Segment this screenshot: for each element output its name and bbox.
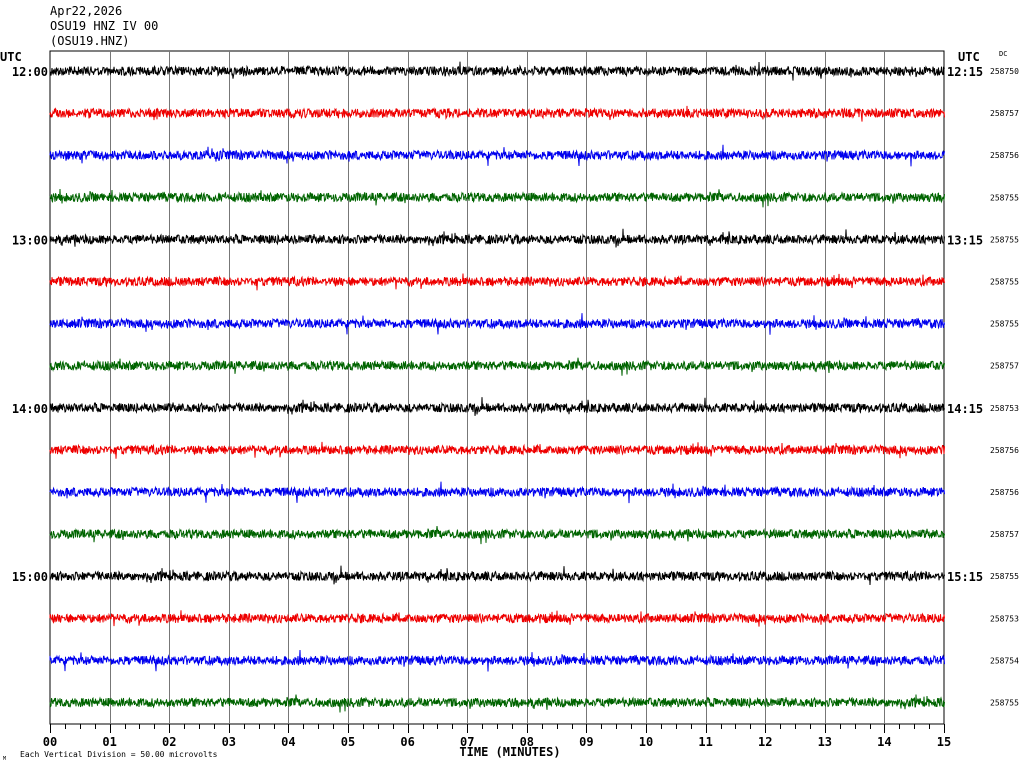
seismic-trace (49, 610, 945, 627)
seismic-trace (49, 313, 945, 335)
dc-value-label: 258755 (990, 193, 1019, 202)
x-tick-label: 13 (818, 735, 832, 749)
scale-footnote: Each Vertical Division = 50.00 microvolt… (20, 750, 218, 759)
left-time-label: 14:00 (12, 402, 48, 416)
dc-value-label: 258755 (990, 572, 1019, 581)
dc-value-label: 258753 (990, 404, 1019, 413)
x-tick-label: 08 (520, 735, 534, 749)
x-tick-label: 06 (400, 735, 414, 749)
dc-value-label: 258755 (990, 320, 1019, 329)
dc-value-label: 258756 (990, 151, 1019, 160)
seismic-trace (49, 357, 945, 376)
dc-value-label: 258757 (990, 362, 1019, 371)
left-time-label: 15:00 (12, 570, 48, 584)
seismic-trace (49, 649, 945, 672)
x-axis-title: TIME (MINUTES) (459, 745, 560, 759)
right-time-label: 14:15 (947, 402, 983, 416)
seismic-trace (49, 188, 945, 208)
footer-mark: M (3, 756, 6, 762)
dc-value-label: 258754 (990, 656, 1019, 665)
right-time-label: 12:15 (947, 65, 983, 79)
dc-value-label: 258757 (990, 109, 1019, 118)
x-tick-label: 10 (639, 735, 653, 749)
station-label: (OSU19.HNZ) (50, 34, 130, 48)
right-utc-label: UTC (958, 50, 980, 64)
right-time-label: 15:15 (947, 570, 983, 584)
left-time-label: 12:00 (12, 65, 48, 79)
seismic-trace (49, 694, 945, 713)
seismic-trace (49, 441, 945, 459)
left-time-label: 13:00 (12, 233, 48, 247)
dc-value-label: 258753 (990, 614, 1019, 623)
dc-value-label: 258750 (990, 67, 1019, 76)
x-tick-label: 03 (222, 735, 236, 749)
x-tick-label: 15 (937, 735, 951, 749)
seismic-trace (49, 565, 945, 586)
left-utc-label: UTC (0, 50, 22, 64)
seismic-trace (49, 397, 945, 416)
x-tick-label: 04 (281, 735, 295, 749)
dc-column-label: DC (999, 50, 1007, 58)
x-tick-label: 11 (698, 735, 712, 749)
seismic-trace (49, 144, 945, 167)
x-tick-label: 14 (877, 735, 891, 749)
seismic-trace (49, 273, 945, 291)
dc-value-label: 258755 (990, 235, 1019, 244)
dc-value-label: 258755 (990, 699, 1019, 708)
dc-value-label: 258757 (990, 530, 1019, 539)
x-tick-label: 07 (460, 735, 474, 749)
x-tick-label: 00 (43, 735, 57, 749)
x-tick-label: 09 (579, 735, 593, 749)
dc-value-label: 258755 (990, 278, 1019, 287)
x-tick-label: 01 (102, 735, 116, 749)
seismic-trace (49, 526, 945, 545)
dc-value-label: 258756 (990, 446, 1019, 455)
dc-value-label: 258756 (990, 488, 1019, 497)
date-label: Apr22,2026 (50, 4, 123, 18)
x-tick-label: 12 (758, 735, 772, 749)
channel-label: OSU19 HNZ IV 00 (50, 19, 159, 33)
x-tick-label: 05 (341, 735, 355, 749)
seismic-trace (49, 61, 945, 81)
right-time-label: 13:15 (947, 233, 983, 247)
seismic-trace (49, 228, 945, 248)
x-tick-label: 02 (162, 735, 176, 749)
seismic-trace (49, 481, 945, 504)
seismic-trace (49, 105, 945, 122)
